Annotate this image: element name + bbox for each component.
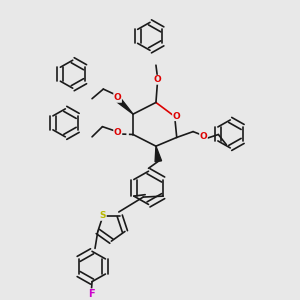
Text: F: F	[88, 289, 95, 299]
Text: O: O	[172, 112, 180, 121]
Text: O: O	[154, 75, 161, 84]
Text: S: S	[100, 211, 106, 220]
Text: O: O	[200, 132, 207, 141]
Text: O: O	[114, 93, 122, 102]
Text: O: O	[114, 128, 122, 137]
Polygon shape	[117, 98, 133, 114]
Polygon shape	[155, 146, 162, 162]
